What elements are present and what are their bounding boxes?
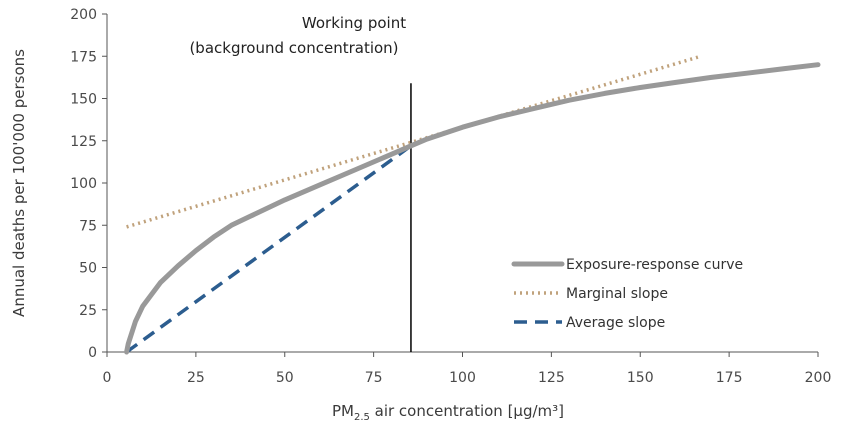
legend-label: Average slope (566, 315, 665, 331)
x-tick-label: 125 (538, 370, 565, 386)
x-tick-label: 25 (187, 370, 205, 386)
series-line-solid (124, 62, 821, 355)
y-tick-label: 100 (70, 176, 97, 192)
x-tick-label: 150 (627, 370, 654, 386)
background-concentration-label: (background concentration) (189, 39, 398, 57)
y-tick-label: 150 (70, 92, 97, 108)
x-axis-title-subscript: 2.5 (354, 412, 370, 423)
axes-layer (106, 14, 818, 353)
x-axis-title-suffix: air concentration [μg/m³] (370, 402, 564, 420)
legend-label: Exposure-response curve (566, 257, 743, 273)
y-tick-label: 0 (88, 345, 97, 361)
legend: Exposure-response curve Marginal slope Ave… (511, 257, 743, 331)
x-tick-label: 75 (365, 370, 383, 386)
y-axis-title: Annual deaths per 100'000 persons (10, 49, 28, 317)
x-tick-label: 100 (449, 370, 476, 386)
x-tick-label: 175 (716, 370, 743, 386)
series-layer (124, 54, 821, 355)
ticks-layer: 0 25 50 75 100 125 150 175 200 0 25 50 75 100 125 150 17… (70, 7, 831, 386)
x-axis-title: PM2.5 air concentration [μg/m³] (332, 402, 564, 423)
x-tick-label: 50 (276, 370, 294, 386)
y-tick-label: 125 (70, 134, 97, 150)
x-axis-title-prefix: PM (332, 402, 354, 420)
x-tick-label: 200 (805, 370, 832, 386)
series-line-dashed (125, 144, 413, 354)
series-line-dotted (126, 54, 702, 229)
y-tick-label: 200 (70, 7, 97, 23)
y-tick-label: 175 (70, 49, 97, 65)
legend-label: Marginal slope (566, 286, 668, 302)
x-tick-label: 0 (103, 370, 112, 386)
y-tick-label: 75 (79, 218, 97, 234)
y-tick-label: 25 (79, 303, 97, 319)
working-point-label: Working point (302, 14, 406, 32)
y-tick-label: 50 (79, 261, 97, 277)
